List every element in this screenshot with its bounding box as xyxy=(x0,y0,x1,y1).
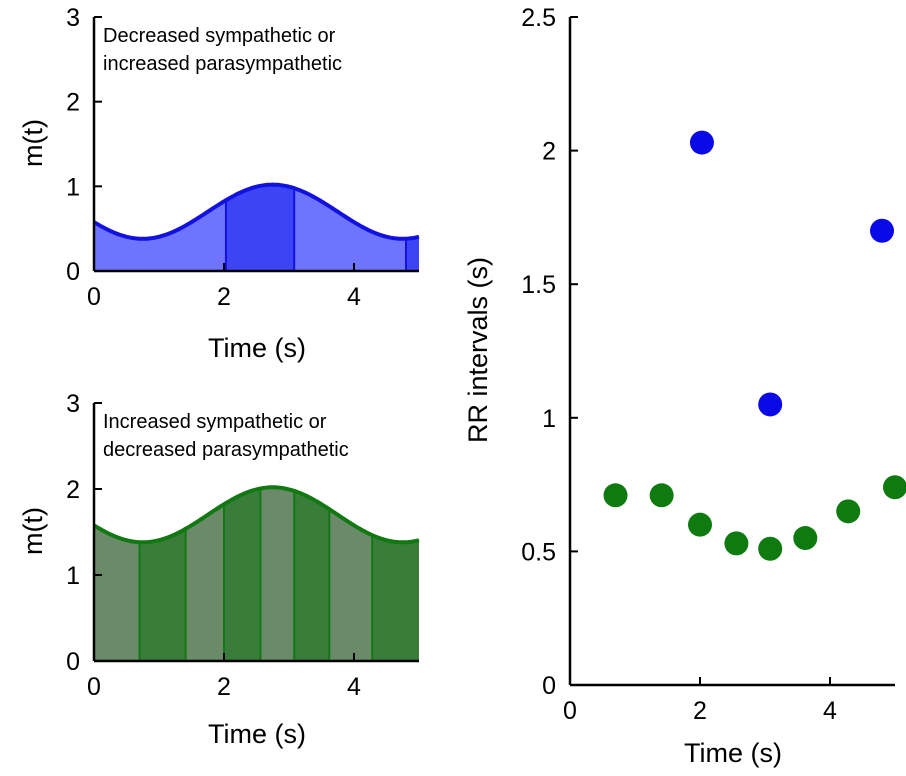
rr-data-point xyxy=(758,392,783,417)
y-tick-label: 2.5 xyxy=(521,4,556,32)
y-tick-label: 0 xyxy=(66,648,80,676)
tick-labels-right: 0 2 4 0 0.5 1 1.5 2 2.5 xyxy=(521,4,837,725)
area-segment xyxy=(225,184,295,271)
rr-data-point xyxy=(793,526,818,551)
rr-data-point xyxy=(870,218,894,243)
y-tick-label: 2 xyxy=(66,89,80,117)
rr-data-point xyxy=(603,483,628,508)
area-segment xyxy=(294,490,330,661)
panel-increased-sympathetic: 0 2 4 0 1 2 3 Increased sympathetic or decreas… xyxy=(18,390,420,749)
y-tick-label: 1.5 xyxy=(521,271,556,299)
panel-decreased-sympathetic: 0 2 4 0 1 2 3 Decreased sympathetic or increas… xyxy=(18,4,420,363)
x-tick-label: 0 xyxy=(87,283,101,311)
tick-labels-bottom: 0 2 4 0 1 2 3 xyxy=(66,390,361,701)
y-axis-label: m(t) xyxy=(18,119,48,167)
m-curve-line xyxy=(92,485,420,545)
annotation-line-1: Increased sympathetic or xyxy=(103,411,327,433)
y-tick-label: 0.5 xyxy=(521,538,556,566)
x-axis-label: Time (s) xyxy=(208,719,306,749)
x-axis-label: Time (s) xyxy=(684,738,782,768)
y-axis-label: RR intervals (s) xyxy=(463,257,493,443)
rr-data-point xyxy=(688,512,712,537)
scatter-plot xyxy=(603,130,906,561)
y-tick-label: 0 xyxy=(66,258,80,286)
annotation-line-1: Decreased sympathetic or xyxy=(103,25,336,47)
x-axis-label: Time (s) xyxy=(208,333,306,363)
area-segment xyxy=(185,504,224,661)
x-tick-label: 2 xyxy=(217,283,231,311)
area-segment xyxy=(260,487,295,661)
x-tick-label: 4 xyxy=(347,673,361,701)
y-tick-label: 3 xyxy=(66,4,80,32)
panel-rr-intervals: 0 2 4 0 0.5 1 1.5 2 2.5 Time (s) RR intervals (s… xyxy=(463,4,906,768)
area-plot-top xyxy=(92,182,420,271)
area-segment xyxy=(406,236,419,271)
rr-data-point xyxy=(689,130,714,155)
y-tick-label: 1 xyxy=(66,173,80,201)
y-tick-label: 2 xyxy=(66,476,80,504)
rr-data-point xyxy=(649,483,674,508)
x-tick-label: 0 xyxy=(563,697,577,725)
area-segment xyxy=(224,488,261,661)
x-tick-label: 2 xyxy=(217,673,231,701)
y-tick-label: 0 xyxy=(542,672,556,700)
x-tick-label: 0 xyxy=(87,673,101,701)
x-tick-label: 4 xyxy=(823,697,837,725)
y-tick-label: 1 xyxy=(66,562,80,590)
y-tick-label: 2 xyxy=(542,138,556,166)
annotation-line-2: increased parasympathetic xyxy=(103,53,342,75)
area-segment xyxy=(294,188,406,271)
m-curve-line xyxy=(92,182,420,241)
rr-data-point xyxy=(758,536,783,561)
area-segment xyxy=(372,535,419,661)
annotation-line-2: decreased parasympathetic xyxy=(103,439,349,461)
rr-data-point xyxy=(883,475,906,500)
area-segment xyxy=(94,525,140,661)
y-tick-label: 3 xyxy=(66,390,80,418)
y-tick-label: 1 xyxy=(542,405,556,433)
rr-data-point xyxy=(724,531,749,556)
x-tick-label: 2 xyxy=(693,697,707,725)
rr-data-point xyxy=(836,499,861,524)
area-segment xyxy=(94,200,226,271)
tick-labels-top: 0 2 4 0 1 2 3 xyxy=(66,4,361,311)
area-segment xyxy=(329,509,373,661)
x-tick-label: 4 xyxy=(347,283,361,311)
y-axis-label: m(t) xyxy=(18,507,48,555)
area-segment xyxy=(139,528,186,661)
area-plot-bottom xyxy=(92,485,420,661)
